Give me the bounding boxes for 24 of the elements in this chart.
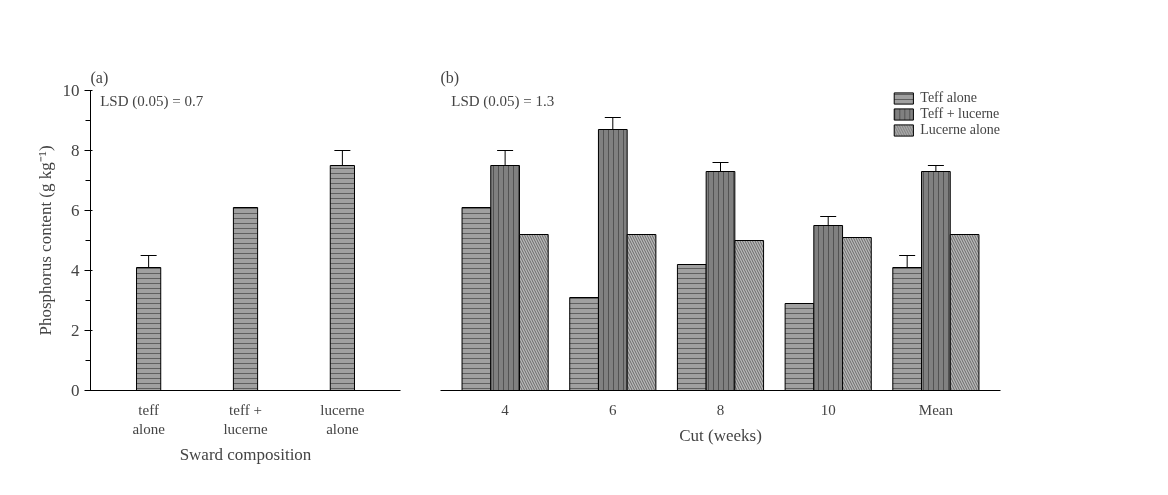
chart-title: (a): [90, 68, 109, 87]
y-tick-label: 2: [71, 321, 80, 340]
x-tick-label: 8: [716, 401, 725, 418]
x-tick-label: teff alone: [132, 401, 166, 437]
annotation: LSD (0.05) = 0.7: [100, 92, 204, 110]
x-axis-title: Cut (weeks): [679, 425, 762, 445]
y-tick-label: 10: [62, 81, 80, 100]
y-axis-title: Phosphorus content (g kg⁻¹): [35, 145, 55, 336]
x-tick-label: Mean: [918, 401, 954, 418]
y-tick-label: 8: [71, 141, 80, 160]
y-tick-label: 0: [71, 381, 80, 400]
y-tick-label: 4: [71, 261, 80, 280]
x-tick-label: 4: [501, 401, 510, 418]
legend-label: Teff alone: [920, 90, 977, 106]
x-tick-label: teff + lucerne: [223, 401, 268, 437]
x-axis-title: Sward composition: [179, 444, 312, 464]
chart-title: (b): [440, 68, 460, 87]
x-tick-label: 6: [609, 401, 618, 418]
y-tick-label: 6: [71, 201, 80, 220]
legend-label: Lucerne alone: [920, 122, 1000, 138]
x-tick-label: lucerne alone: [320, 401, 365, 437]
annotation: LSD (0.05) = 1.3: [451, 92, 555, 110]
legend-label: Teff + lucerne: [920, 106, 1000, 122]
x-tick-label: 10: [820, 401, 836, 418]
